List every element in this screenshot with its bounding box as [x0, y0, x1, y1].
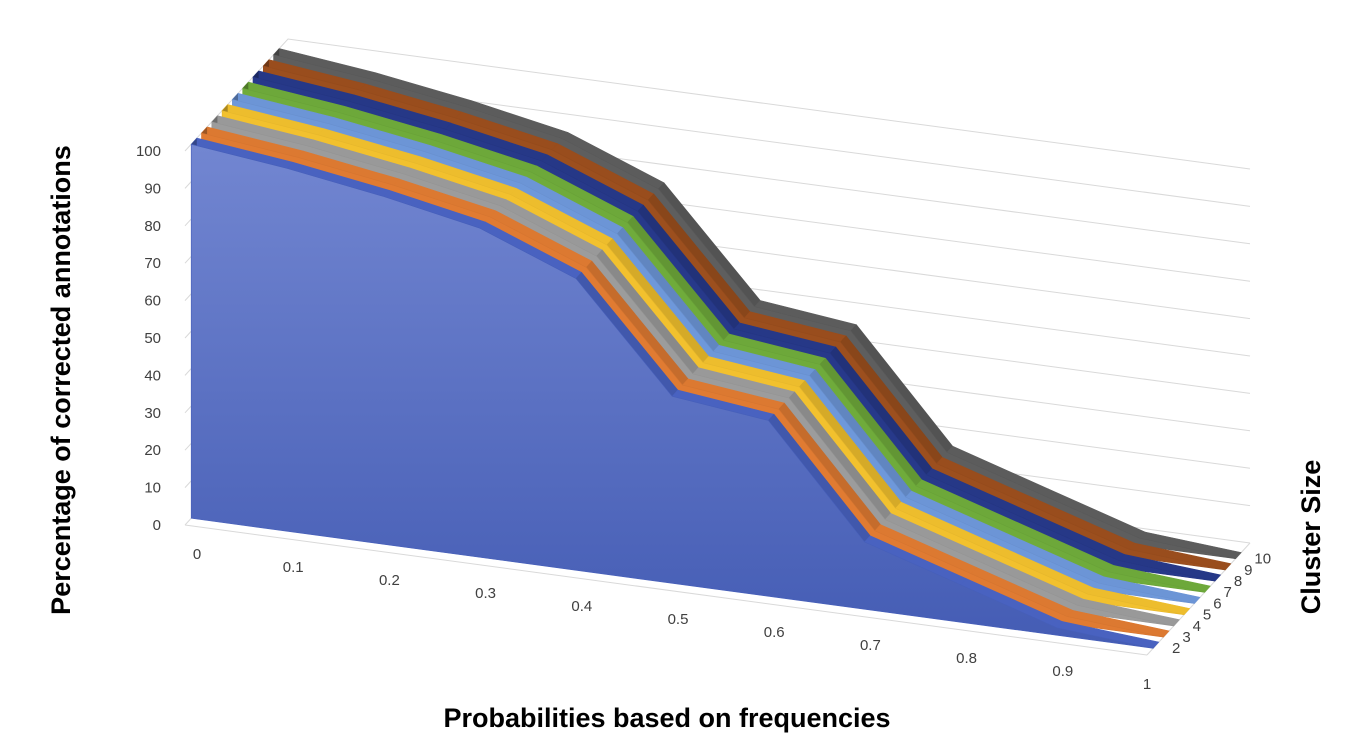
- y-tick-label: 40: [144, 367, 161, 384]
- x-tick-label: 0.4: [571, 598, 592, 615]
- z-tick-label: 3: [1182, 629, 1190, 646]
- x-tick-label: 0.9: [1052, 663, 1073, 680]
- z-tick-label: 7: [1224, 584, 1232, 601]
- x-tick-label: 0.6: [764, 624, 785, 641]
- x-tick-label: 0.8: [956, 650, 977, 667]
- x-axis-title: Probabilities based on frequencies: [443, 703, 890, 733]
- y-tick-label: 50: [144, 330, 161, 347]
- x-tick-label: 0.5: [668, 611, 689, 628]
- y-tick-label: 0: [153, 517, 161, 534]
- x-tick-label: 0.3: [475, 585, 496, 602]
- y-tick-label: 70: [144, 255, 161, 272]
- z-tick-label: 10: [1254, 551, 1271, 568]
- z-tick-label: 4: [1193, 618, 1201, 635]
- x-axis-line: [184, 524, 1148, 656]
- y-axis-title: Percentage of corrected annotations: [46, 145, 76, 615]
- x-tick-label: 0: [193, 546, 201, 563]
- z-axis-title: Cluster Size: [1296, 460, 1326, 615]
- series-group: [190, 48, 1242, 649]
- z-tick-label: 2: [1172, 640, 1180, 657]
- z-tick-label: 5: [1203, 607, 1211, 624]
- y-tick-label: 90: [144, 180, 161, 197]
- series-2: [190, 137, 1160, 649]
- x-tick-label: 0.2: [379, 572, 400, 589]
- y-tick-label: 100: [136, 143, 161, 160]
- series-2-face: [190, 143, 1154, 649]
- x-tick-label: 0.1: [283, 559, 304, 576]
- y-tick-label: 60: [144, 293, 161, 310]
- z-tick-label: 9: [1244, 562, 1252, 579]
- y-tick-label: 80: [144, 218, 161, 235]
- tick-labels: 0 10 20 30 40 50 60 70 80 90 100 0 0.1 0.2 0.3 0.4 0.5 0.…: [136, 143, 1271, 693]
- x-tick-label: 0.7: [860, 637, 881, 654]
- z-tick-label: 6: [1213, 595, 1221, 612]
- y-tick-label: 10: [144, 480, 161, 497]
- gridline: [184, 38, 1251, 170]
- y-tick-label: 20: [144, 442, 161, 459]
- y-tick-label: 30: [144, 405, 161, 422]
- z-tick-label: 8: [1234, 573, 1242, 590]
- x-tick-label: 1: [1143, 676, 1151, 693]
